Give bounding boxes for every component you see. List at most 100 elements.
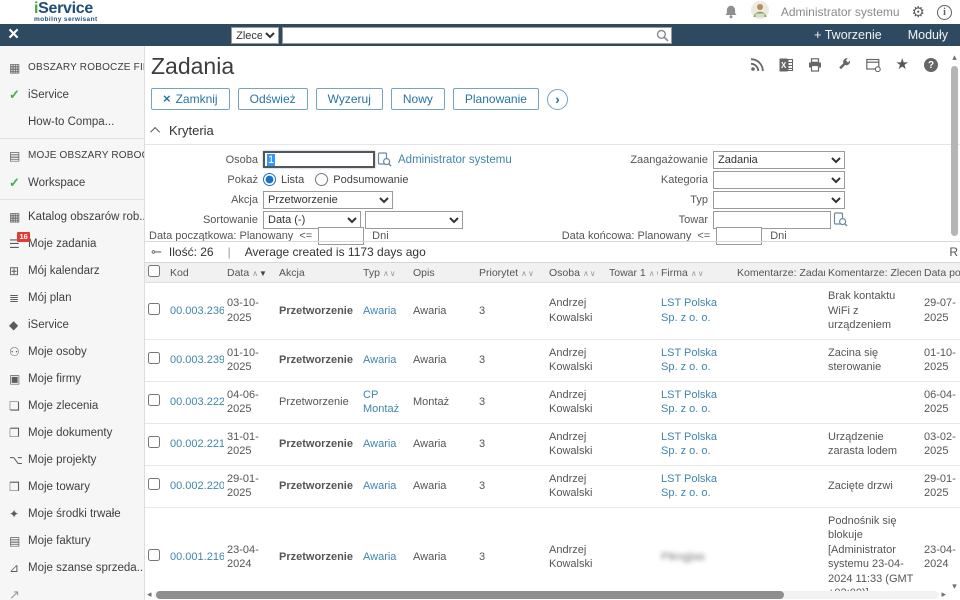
- pin-icon[interactable]: ⊸: [151, 244, 162, 259]
- typ-link[interactable]: Awaria: [363, 437, 397, 450]
- more-actions-button[interactable]: ›: [546, 88, 568, 110]
- sidebar-item[interactable]: How-to Compa...: [0, 108, 144, 135]
- zamknij-button[interactable]: × Zamknij: [151, 88, 230, 110]
- firma-link[interactable]: LST Polska Sp. z o. o.: [661, 430, 718, 458]
- row-checkbox[interactable]: [148, 435, 160, 448]
- sidebar-item[interactable]: ◆ iService: [0, 311, 144, 338]
- vscroll-thumb[interactable]: [951, 66, 958, 236]
- sidebar-item[interactable]: ≣ Mój plan: [0, 284, 144, 311]
- data-poczatkowa-dni-input[interactable]: [318, 227, 365, 245]
- search-scope-select[interactable]: Zlecenia: [231, 27, 280, 45]
- collapse-chevron-icon[interactable]: [150, 126, 161, 137]
- sidebar-item[interactable]: ☰ 16 Moje zadania: [0, 230, 144, 257]
- help-icon[interactable]: ?: [924, 58, 938, 72]
- row-checkbox[interactable]: [148, 477, 160, 490]
- sort-arrows-icon[interactable]: ∧∨: [648, 268, 658, 278]
- kod-link[interactable]: 00.002.220: [170, 479, 224, 492]
- report-icon[interactable]: [865, 58, 881, 72]
- sidebar-item[interactable]: ✓ Workspace: [0, 169, 144, 196]
- scroll-right-icon[interactable]: ▸: [941, 589, 946, 599]
- typ-link[interactable]: Awaria: [363, 479, 397, 492]
- sidebar-item[interactable]: ⚇ Moje osoby: [0, 338, 144, 365]
- column-header-sel[interactable]: [145, 263, 167, 283]
- row-checkbox[interactable]: [148, 302, 160, 315]
- wyzeruj-button[interactable]: Wyzeruj: [315, 88, 383, 110]
- sidebar-item[interactable]: ✓ iService: [0, 81, 144, 108]
- iservice-logo[interactable]: iService mobilny serwisant: [34, 1, 98, 24]
- modules-button[interactable]: Moduły: [907, 28, 948, 42]
- odśwież-button[interactable]: Odśwież: [237, 88, 308, 110]
- horizontal-scrollbar[interactable]: ◂ ▸: [147, 590, 946, 599]
- search-icon[interactable]: [656, 29, 669, 42]
- sidebar-item[interactable]: ▣ Moje firmy: [0, 365, 144, 392]
- towar-input[interactable]: [713, 210, 831, 229]
- close-icon[interactable]: ×: [8, 24, 20, 45]
- pokaz-radio-lista[interactable]: [263, 173, 276, 186]
- row-checkbox[interactable]: [148, 351, 160, 364]
- typ-link[interactable]: Awaria: [363, 304, 397, 317]
- firma-link[interactable]: LST Polska Sp. z o. o.: [661, 472, 718, 500]
- firma-link[interactable]: LST Polska Sp. z o. o.: [661, 297, 718, 324]
- rss-icon[interactable]: [750, 58, 764, 72]
- kod-link[interactable]: 00.003.222: [170, 395, 224, 408]
- criteria-header[interactable]: Kryteria: [150, 123, 960, 144]
- firma-link[interactable]: LST Polska Sp. z o. o.: [661, 346, 718, 374]
- sidebar-item[interactable]: ⌥ Moje projekty: [0, 446, 144, 473]
- typ-link[interactable]: CP Montaż: [363, 388, 400, 416]
- global-search-input[interactable]: [285, 27, 654, 43]
- typ-select[interactable]: [713, 190, 845, 209]
- osoba-lookup-icon[interactable]: [377, 152, 392, 167]
- hscroll-thumb[interactable]: [155, 590, 785, 599]
- akcja-select[interactable]: Przetworzenie: [263, 190, 393, 209]
- sort-primary-select[interactable]: Data (-): [263, 210, 361, 229]
- sidebar-item[interactable]: ⊿ Moje szanse sprzeda...: [0, 554, 144, 581]
- row-checkbox[interactable]: [148, 548, 160, 561]
- excel-icon[interactable]: X: [779, 58, 793, 72]
- create-button[interactable]: + Tworzenie: [814, 28, 882, 42]
- sidebar-item[interactable]: ▦ Katalog obszarów rob...: [0, 203, 144, 230]
- column-header-kod[interactable]: Kod: [167, 263, 224, 283]
- column-header-opis[interactable]: Opis: [410, 263, 476, 283]
- kod-link[interactable]: 00.002.221: [170, 437, 224, 450]
- sort-arrows-icon[interactable]: ∧: [252, 268, 260, 278]
- osoba-selected-link[interactable]: Administrator systemu: [398, 153, 512, 166]
- column-header-data[interactable]: Data ∧▼: [224, 263, 276, 283]
- zaangazowanie-select[interactable]: Zadania: [713, 150, 845, 169]
- sidebar-item[interactable]: ↗: [0, 581, 144, 600]
- kod-link[interactable]: 00.001.216: [170, 550, 224, 563]
- sort-arrows-icon[interactable]: ∧∨: [690, 268, 705, 278]
- sidebar-section-header[interactable]: ▤ MOJE OBSZARY ROBOCZE: [0, 142, 144, 169]
- sidebar-item[interactable]: ✦ Moje środki trwałe: [0, 500, 144, 527]
- sidebar-item[interactable]: ▤ Moje faktury: [0, 527, 144, 554]
- sidebar-item[interactable]: ⊞ Mój kalendarz: [0, 257, 144, 284]
- row-checkbox[interactable]: [148, 393, 160, 406]
- towar-lookup-icon[interactable]: [833, 212, 848, 227]
- planowanie-button[interactable]: Planowanie: [452, 88, 539, 110]
- hscroll-track[interactable]: [153, 590, 940, 599]
- kod-link[interactable]: 00.003.239: [170, 353, 224, 366]
- kod-link[interactable]: 00.003.236: [170, 304, 224, 317]
- sidebar-section-header[interactable]: ▦ OBSZARY ROBOCZE FIRMY: [0, 54, 144, 81]
- firma-link[interactable]: LST Polska Sp. z o. o.: [661, 388, 718, 416]
- sidebar-item[interactable]: ❏ Moje zlecenia: [0, 392, 144, 419]
- select-all-checkbox[interactable]: [148, 265, 160, 277]
- pokaz-radio-podsumowanie[interactable]: [315, 173, 329, 186]
- typ-link[interactable]: Awaria: [363, 550, 397, 563]
- settings-gear-icon[interactable]: ⚙: [911, 3, 925, 21]
- sort-arrows-icon[interactable]: ∧∨: [582, 268, 597, 278]
- sort-secondary-select[interactable]: [365, 210, 463, 229]
- scroll-left-icon[interactable]: ◂: [147, 589, 152, 599]
- vertical-scrollbar[interactable]: ▴ ▾: [950, 52, 959, 591]
- column-header-akcja[interactable]: Akcja: [276, 263, 360, 283]
- scroll-down-icon[interactable]: ▾: [952, 581, 957, 591]
- kategoria-select[interactable]: [713, 170, 845, 189]
- star-icon[interactable]: ★: [895, 56, 909, 73]
- wrench-icon[interactable]: [837, 58, 851, 72]
- column-header-priorytet[interactable]: Priorytet ∧∨: [476, 263, 546, 283]
- sort-arrows-icon[interactable]: ∧∨: [382, 268, 397, 278]
- column-header-towar1[interactable]: Towar 1∧∨: [606, 263, 658, 283]
- sort-arrows-icon[interactable]: ∧∨: [521, 268, 535, 278]
- scroll-up-icon[interactable]: ▴: [952, 52, 957, 62]
- notifications-bell-icon[interactable]: [723, 5, 739, 19]
- info-icon[interactable]: i: [937, 4, 952, 20]
